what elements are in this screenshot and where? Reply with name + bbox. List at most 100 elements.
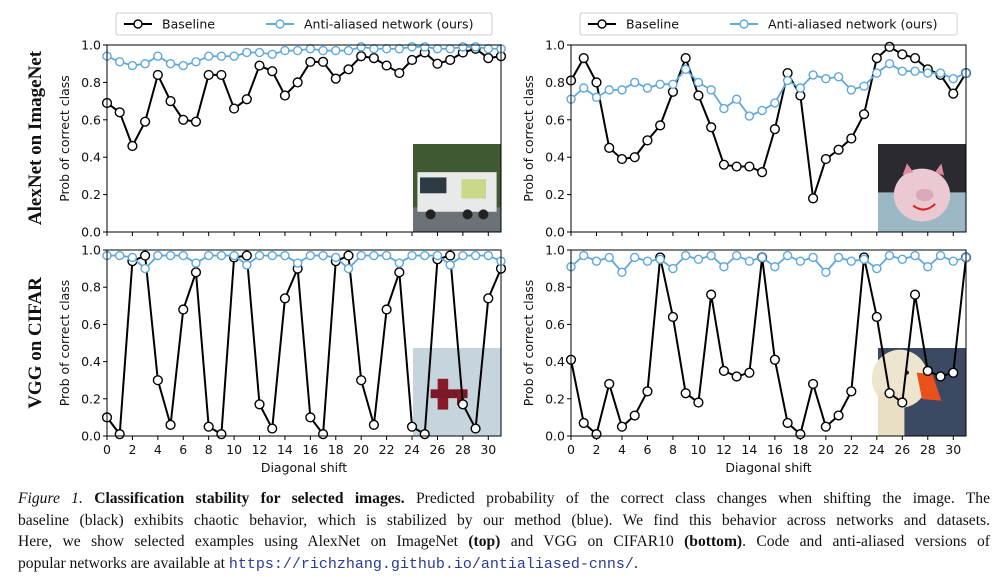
data-point-antialiased (642, 256, 653, 266)
data-point-antialiased (318, 250, 328, 261)
data-point-baseline (432, 58, 443, 69)
y-axis-label: Prob of correct class (57, 75, 72, 202)
data-point-antialiased (617, 85, 627, 95)
x-axis-label: Diagonal shift (725, 460, 811, 475)
data-point-antialiased (331, 45, 341, 56)
data-point-antialiased (216, 51, 227, 61)
data-point-baseline (140, 250, 151, 261)
data-point-baseline (731, 161, 742, 172)
data-point-antialiased (280, 45, 290, 56)
data-point-antialiased (305, 250, 316, 261)
x-tick-label: 0 (103, 442, 111, 457)
legend-marker (275, 19, 285, 29)
data-point-baseline (833, 144, 844, 155)
data-point-antialiased (356, 250, 366, 261)
data-point-antialiased (923, 68, 933, 78)
data-point-antialiased (948, 256, 958, 266)
y-tick-label: 0.4 (545, 354, 565, 369)
data-point-antialiased (935, 250, 946, 261)
caption-text: baseline (black) exhibits chaotic behavi… (18, 511, 990, 529)
x-tick-label: 18 (328, 442, 344, 457)
data-point-baseline (216, 69, 227, 81)
data-point-baseline (782, 417, 793, 429)
data-point-baseline (190, 267, 202, 278)
y-tick-label: 0.2 (81, 187, 101, 202)
data-point-antialiased (369, 250, 379, 261)
data-point-baseline (483, 52, 494, 64)
data-point-antialiased (280, 250, 290, 261)
data-point-antialiased (203, 250, 214, 261)
data-point-antialiased (140, 59, 150, 69)
caption-text: Predicted probability of the correct cla… (404, 490, 990, 507)
data-point-baseline (604, 378, 615, 390)
y-axis-label: Prob of correct class (521, 75, 536, 202)
x-tick-label: 22 (379, 442, 395, 457)
chart-panel-top-right: 0.0 0.2 0.4 0.6 0.8 1.0 Prob of correct class B… (521, 12, 972, 240)
data-point-antialiased (693, 77, 704, 88)
data-point-antialiased (872, 68, 882, 78)
y-tick-label: 1.0 (81, 38, 101, 53)
data-point-antialiased (420, 42, 430, 52)
data-point-antialiased (923, 262, 933, 272)
pig-ear (935, 163, 944, 176)
x-tick-label: 8 (669, 442, 677, 457)
plot-frame (570, 44, 967, 233)
data-point-antialiased (458, 42, 468, 52)
data-point-baseline (718, 365, 730, 377)
data-point-antialiased (407, 250, 417, 261)
data-point-antialiased (846, 85, 857, 95)
x-tick-label: 26 (894, 442, 910, 457)
data-point-baseline (616, 421, 628, 432)
data-point-baseline (152, 375, 163, 386)
data-point-baseline (642, 386, 653, 397)
legend: Baseline Anti-aliased network (ours) (579, 12, 958, 36)
x-tick-label: 2 (128, 442, 136, 457)
data-point-antialiased (229, 51, 239, 61)
data-point-antialiased (115, 250, 125, 261)
data-point-baseline (693, 397, 704, 408)
data-point-antialiased (897, 254, 907, 264)
data-point-baseline (897, 397, 908, 408)
data-point-antialiased (445, 260, 455, 270)
data-point-antialiased (267, 250, 277, 261)
data-point-antialiased (203, 51, 214, 61)
x-tick-label: 12 (716, 442, 732, 457)
data-point-baseline (680, 52, 691, 64)
piggy-bank-photo (878, 144, 966, 232)
truck-sign (461, 179, 487, 199)
x-tick-label: 30 (480, 442, 496, 457)
y-tick-label: 0.0 (81, 225, 101, 240)
data-point-antialiased (267, 49, 277, 60)
data-point-antialiased (833, 252, 844, 263)
data-point-baseline (292, 77, 303, 88)
data-point-baseline (356, 51, 367, 62)
data-point-baseline (152, 69, 163, 81)
data-point-antialiased (782, 75, 793, 86)
data-point-antialiased (153, 51, 163, 61)
data-point-antialiased (381, 250, 392, 261)
x-tick-label: 8 (205, 442, 213, 457)
data-point-baseline (305, 412, 316, 423)
data-point-baseline (241, 94, 252, 105)
legend-label: Anti-aliased network (ours) (304, 17, 473, 32)
code-link[interactable]: https://richzhang.github.io/antialiased-… (228, 555, 634, 573)
row-label-top: AlexNet on ImageNet (25, 50, 46, 225)
data-point-antialiased (617, 267, 627, 278)
data-point-antialiased (242, 47, 252, 58)
x-tick-label: 2 (593, 442, 601, 457)
figure: AlexNet on ImageNet VGG on CIFAR 0.00.20… (25, 12, 972, 475)
data-point-antialiased (948, 73, 958, 84)
data-point-antialiased (165, 59, 176, 69)
data-point-baseline (406, 54, 418, 66)
data-point-baseline (203, 421, 214, 432)
x-tick-label: 24 (404, 442, 420, 457)
x-tick-label: 10 (690, 442, 706, 457)
legend-label: Baseline (162, 17, 215, 32)
data-point-baseline (731, 371, 742, 382)
data-point-antialiased (356, 42, 366, 52)
data-point-baseline (591, 77, 602, 88)
data-point-antialiased (369, 44, 379, 54)
data-point-baseline (655, 120, 666, 131)
data-point-antialiased (655, 254, 665, 264)
data-point-baseline (693, 90, 704, 101)
